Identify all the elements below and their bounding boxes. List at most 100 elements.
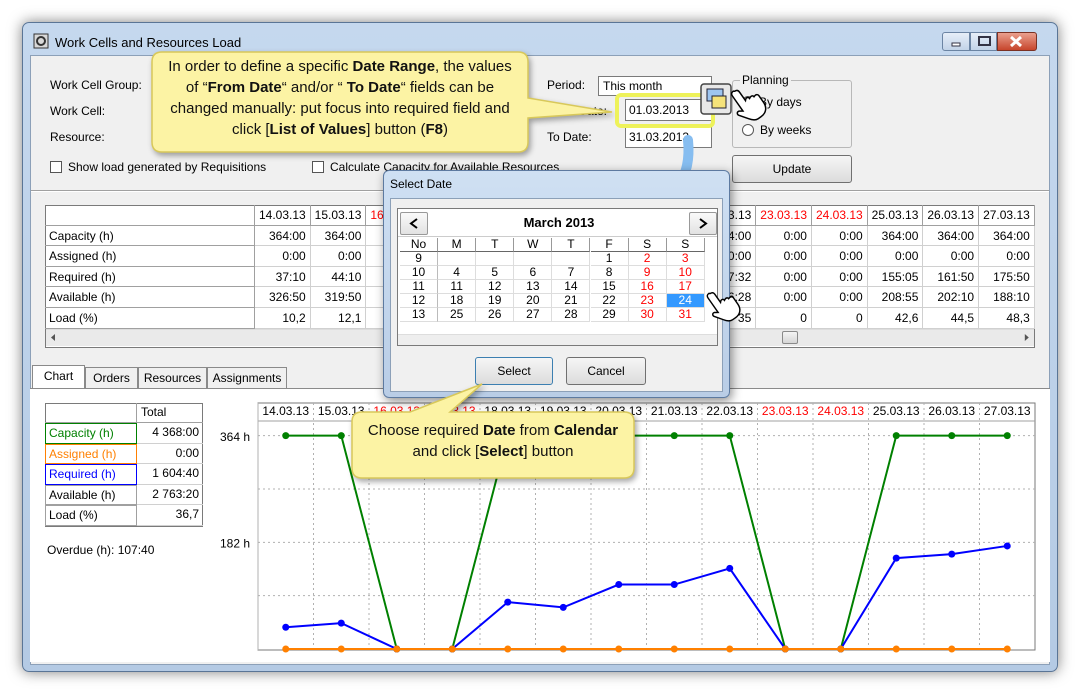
day-cell[interactable]: 23: [628, 294, 667, 308]
totals-label: Required (h): [45, 464, 137, 485]
calendar-scrollbar: [398, 334, 717, 345]
day-cell[interactable]: 27: [514, 308, 553, 322]
day-cell: [514, 252, 553, 266]
icon-gear: [36, 36, 46, 46]
day-cell[interactable]: 17: [666, 280, 705, 294]
callout-text: From Date: [207, 79, 282, 96]
day-cell[interactable]: 7: [552, 266, 591, 280]
update-button[interactable]: Update: [732, 155, 852, 183]
series-point: [948, 550, 956, 558]
table-cell: 364:00: [255, 225, 311, 247]
series-point: [726, 564, 734, 572]
checkbox[interactable]: [312, 161, 324, 173]
day-cell[interactable]: 13: [514, 280, 553, 294]
day-cell[interactable]: 30: [628, 308, 667, 322]
table-cell: 188:10: [979, 287, 1035, 308]
callout-text: Date: [483, 422, 516, 439]
day-cell[interactable]: 26: [476, 308, 515, 322]
day-cell[interactable]: 20: [514, 294, 553, 308]
day-cell[interactable]: 22: [590, 294, 629, 308]
radio-by-weeks[interactable]: [742, 124, 754, 136]
day-cell[interactable]: 29: [590, 308, 629, 322]
series-point: [448, 645, 456, 653]
weekday-header: W: [514, 238, 553, 252]
day-cell[interactable]: 16: [628, 280, 667, 294]
day-cell[interactable]: 5: [476, 266, 515, 280]
day-cell[interactable]: 4: [438, 266, 477, 280]
series-point: [615, 645, 623, 653]
day-cell[interactable]: 21: [552, 294, 591, 308]
x-tick-label: 22.03.13: [706, 404, 753, 418]
column-header: 23.03.13: [756, 205, 812, 226]
scroll-thumb[interactable]: [782, 330, 798, 344]
day-cell[interactable]: 28: [552, 308, 591, 322]
totals-value: 36,7: [137, 505, 203, 526]
prev-month-button[interactable]: [400, 212, 428, 235]
x-tick-label: 23.03.13: [762, 404, 809, 418]
day-cell[interactable]: 19: [476, 294, 515, 308]
callout-text: ): [442, 121, 448, 138]
table-cell: 44:10: [310, 266, 367, 288]
tab[interactable]: Assignments: [207, 367, 287, 388]
cancel-button[interactable]: Cancel: [566, 357, 646, 385]
series-point: [670, 645, 678, 653]
day-cell[interactable]: 6: [514, 266, 553, 280]
totals-label: Available (h): [45, 484, 137, 505]
series-point: [615, 581, 623, 589]
day-cell[interactable]: 18: [438, 294, 477, 308]
selected-day[interactable]: 24: [666, 294, 705, 308]
totals-value: 0:00: [137, 444, 203, 464]
callout-text: To Date: [346, 79, 401, 96]
series-point: [393, 645, 401, 653]
day-cell[interactable]: 14: [552, 280, 591, 294]
day-cell[interactable]: 25: [438, 308, 477, 322]
callout-bubble: [151, 51, 613, 153]
field-label: Work Cell Group:: [50, 78, 142, 92]
field-label: To Date:: [547, 130, 592, 144]
table-cell: 37:10: [255, 266, 311, 288]
table-cell: 364:00: [867, 225, 924, 247]
weekday-header: M: [438, 238, 477, 252]
column-header: 27.03.13: [979, 205, 1035, 226]
callout-text: Date Range: [352, 58, 436, 75]
x-tick-label: 26.03.13: [928, 404, 975, 418]
week-number: 12: [400, 294, 439, 308]
row-header: Assigned (h): [45, 246, 255, 267]
dialog-title: Select Date: [390, 177, 453, 191]
lov-icon-front: [711, 95, 727, 109]
table-cell: 0:00: [756, 225, 812, 247]
day-cell[interactable]: 15: [590, 280, 629, 294]
column-header: 26.03.13: [923, 205, 980, 226]
scroll-arrows: [51, 333, 1029, 341]
tab[interactable]: Orders: [85, 367, 138, 388]
series-point: [559, 645, 567, 653]
minimize-button[interactable]: [942, 32, 970, 51]
table-cell: 0:00: [812, 246, 868, 267]
day-cell[interactable]: 31: [666, 308, 705, 322]
day-cell[interactable]: 12: [476, 280, 515, 294]
next-month-button[interactable]: [689, 212, 717, 235]
series-point: [1003, 542, 1011, 550]
radio-label: By days: [759, 95, 802, 109]
tab-active[interactable]: Chart: [32, 365, 85, 389]
series-point: [337, 645, 345, 653]
day-cell[interactable]: 8: [590, 266, 629, 280]
day-cell[interactable]: 9: [628, 266, 667, 280]
totals-label: Assigned (h): [45, 443, 137, 464]
corner-cell: [45, 205, 255, 226]
table-cell: 0:00: [255, 246, 311, 267]
day-cell[interactable]: 2: [628, 252, 667, 266]
day-cell[interactable]: 11: [438, 280, 477, 294]
day-cell[interactable]: 10: [666, 266, 705, 280]
table-cell: 208:55: [867, 287, 924, 308]
checkbox[interactable]: [50, 161, 62, 173]
day-cell[interactable]: 3: [666, 252, 705, 266]
select-button[interactable]: Select: [475, 357, 553, 385]
callout-text-box: Choose required Date from Calendar and c…: [360, 420, 626, 472]
tab[interactable]: Resources: [138, 367, 207, 388]
totals-value: 1 604:40: [137, 464, 203, 485]
day-cell[interactable]: 1: [590, 252, 629, 266]
series-point: [282, 623, 290, 631]
series-point: [892, 432, 900, 440]
